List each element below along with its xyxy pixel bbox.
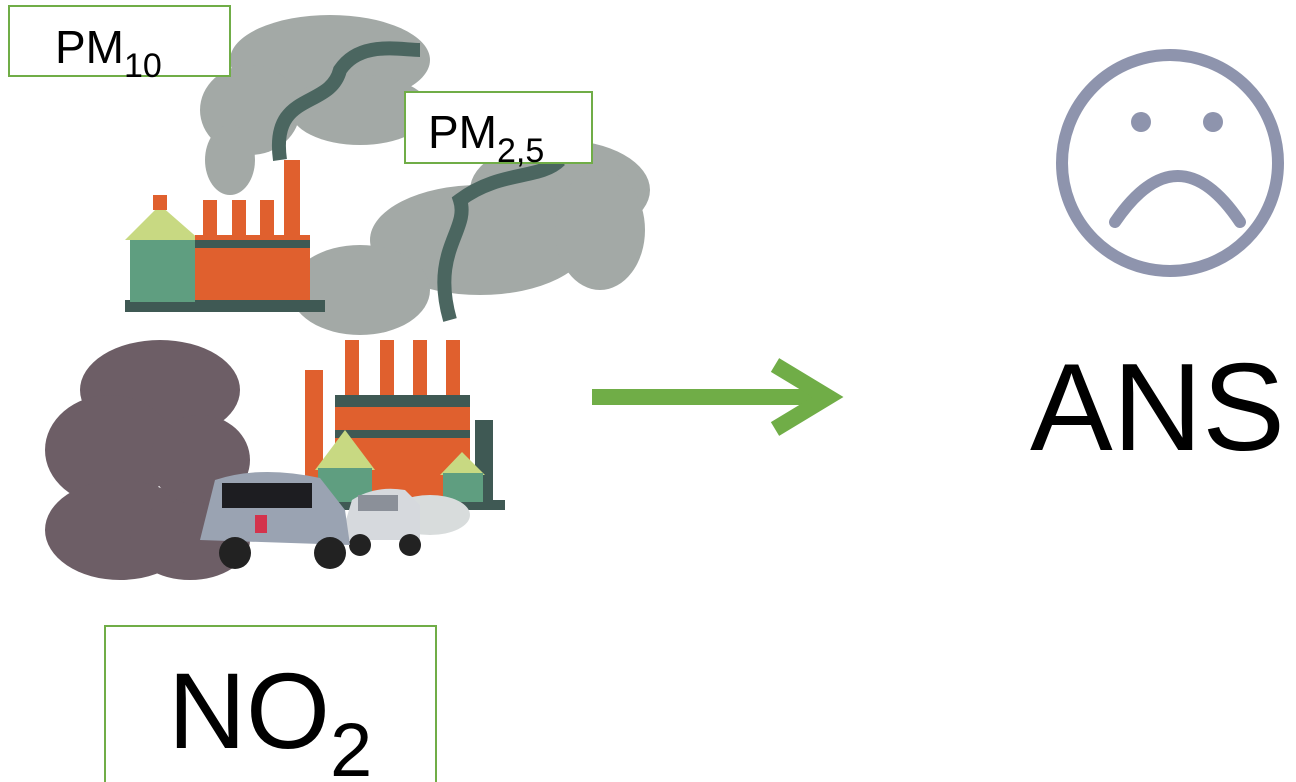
label-subscript: 2,5 bbox=[497, 132, 544, 170]
label-main: PM bbox=[428, 106, 497, 158]
outcome-label: ANS bbox=[1030, 339, 1285, 477]
label-main: NO bbox=[168, 650, 330, 771]
sad-face bbox=[1062, 55, 1278, 271]
label-main: PM bbox=[55, 21, 124, 73]
label-subscript: 2 bbox=[330, 708, 372, 782]
diagram: PM10 PM2,5 NO2 ANS bbox=[0, 0, 1296, 782]
label-subscript: 10 bbox=[124, 47, 162, 85]
arrow bbox=[592, 365, 828, 429]
